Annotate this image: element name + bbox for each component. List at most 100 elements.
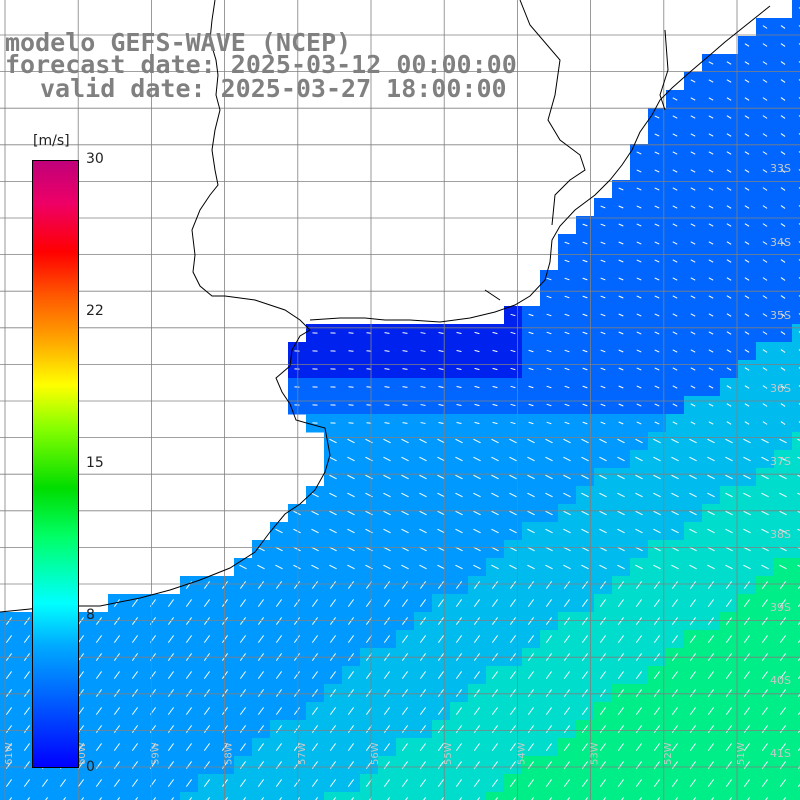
wind-arrow bbox=[131, 599, 139, 607]
wind-arrow bbox=[672, 205, 678, 209]
wind-arrow bbox=[492, 349, 498, 353]
wind-arrow bbox=[239, 581, 247, 589]
wind-arrow bbox=[401, 617, 409, 625]
wind-arrow bbox=[600, 367, 606, 371]
wind-cell bbox=[792, 450, 800, 469]
wind-arrow bbox=[113, 707, 121, 715]
wind-arrow bbox=[671, 671, 679, 679]
wind-arrow bbox=[743, 671, 751, 679]
wind-arrow bbox=[743, 617, 751, 625]
wind-cell bbox=[792, 738, 800, 757]
wind-arrow bbox=[546, 277, 552, 281]
wind-arrow bbox=[401, 456, 409, 462]
wind-arrow bbox=[257, 599, 265, 607]
wind-arrow bbox=[491, 599, 499, 607]
wind-arrow bbox=[491, 725, 499, 733]
wind-arrow bbox=[708, 205, 714, 209]
wind-arrow bbox=[762, 241, 768, 245]
wind-arrow bbox=[528, 331, 534, 335]
wind-arrow bbox=[419, 456, 427, 462]
wind-arrow bbox=[131, 617, 139, 625]
wind-arrow bbox=[239, 761, 247, 769]
wind-arrow bbox=[441, 797, 445, 800]
wind-arrow bbox=[707, 510, 715, 516]
wind-arrow bbox=[617, 779, 625, 787]
wind-arrow bbox=[585, 797, 589, 800]
wind-arrow bbox=[582, 241, 588, 245]
wind-arrow bbox=[311, 617, 319, 625]
wind-arrow bbox=[690, 349, 696, 353]
wind-arrow bbox=[153, 797, 157, 800]
wind-cell bbox=[792, 180, 800, 199]
wind-arrow bbox=[510, 331, 516, 335]
wind-arrow bbox=[311, 635, 319, 643]
wind-cell bbox=[792, 414, 800, 433]
wind-arrow bbox=[401, 492, 409, 498]
wind-arrow bbox=[257, 671, 265, 679]
wind-arrow bbox=[311, 599, 319, 607]
wind-arrow bbox=[473, 671, 481, 679]
wind-arrow bbox=[491, 492, 499, 498]
wind-arrow bbox=[672, 169, 678, 173]
wind-arrow bbox=[600, 403, 606, 407]
wind-arrow bbox=[581, 564, 589, 570]
lon-label: 59W bbox=[150, 742, 161, 765]
wind-arrow bbox=[437, 725, 445, 733]
wind-arrow bbox=[797, 711, 800, 715]
wind-arrow bbox=[420, 386, 426, 388]
wind-arrow bbox=[689, 779, 697, 787]
wind-arrow bbox=[653, 689, 661, 697]
lat-label: 40S bbox=[770, 674, 791, 687]
wind-arrow bbox=[401, 761, 409, 769]
wind-arrow bbox=[654, 223, 660, 227]
lon-label: 58W bbox=[224, 742, 235, 765]
wind-arrow bbox=[690, 331, 696, 335]
wind-arrow bbox=[743, 761, 751, 769]
wind-arrow bbox=[599, 689, 607, 697]
wind-arrow bbox=[311, 564, 319, 570]
wind-arrow bbox=[527, 438, 535, 444]
wind-arrow bbox=[545, 599, 553, 607]
wind-arrow bbox=[347, 761, 355, 769]
wind-arrow bbox=[473, 761, 481, 769]
wind-arrow bbox=[113, 725, 121, 733]
wind-arrow bbox=[726, 403, 732, 407]
wind-arrow bbox=[419, 564, 427, 570]
wind-arrow bbox=[743, 510, 751, 516]
wind-arrow bbox=[437, 779, 445, 787]
wind-arrow bbox=[185, 725, 193, 733]
wind-arrow bbox=[401, 564, 409, 570]
wind-arrow bbox=[761, 743, 769, 751]
wind-arrow bbox=[474, 349, 480, 353]
wind-arrow bbox=[293, 617, 301, 625]
wind-arrow bbox=[545, 635, 553, 643]
wind-arrow bbox=[491, 671, 499, 679]
wind-cell bbox=[792, 396, 800, 415]
wind-arrow bbox=[564, 295, 570, 299]
wind-arrow bbox=[743, 492, 751, 498]
wind-arrow bbox=[239, 564, 247, 570]
wind-arrow bbox=[654, 385, 660, 389]
wind-arrow bbox=[293, 779, 301, 787]
wind-arrow bbox=[77, 743, 85, 751]
wind-arrow bbox=[761, 528, 769, 534]
wind-arrow bbox=[545, 617, 553, 625]
wind-arrow bbox=[438, 350, 444, 352]
wind-arrow bbox=[347, 474, 355, 480]
wind-arrow bbox=[762, 313, 768, 317]
wind-cell bbox=[774, 792, 793, 800]
wind-cell bbox=[792, 720, 800, 739]
wind-arrow bbox=[455, 671, 463, 679]
wind-arrow bbox=[203, 707, 211, 715]
wind-arrow bbox=[239, 779, 247, 787]
wind-arrow bbox=[527, 707, 535, 715]
wind-arrow bbox=[581, 510, 589, 516]
wind-arrow bbox=[495, 797, 499, 800]
wind-arrow bbox=[329, 581, 337, 589]
wind-arrow bbox=[491, 564, 499, 570]
wind-arrow bbox=[707, 599, 715, 607]
wind-arrow bbox=[707, 635, 715, 643]
wind-arrow bbox=[275, 528, 283, 534]
wind-arrow bbox=[420, 404, 426, 406]
wind-arrow bbox=[329, 743, 337, 751]
